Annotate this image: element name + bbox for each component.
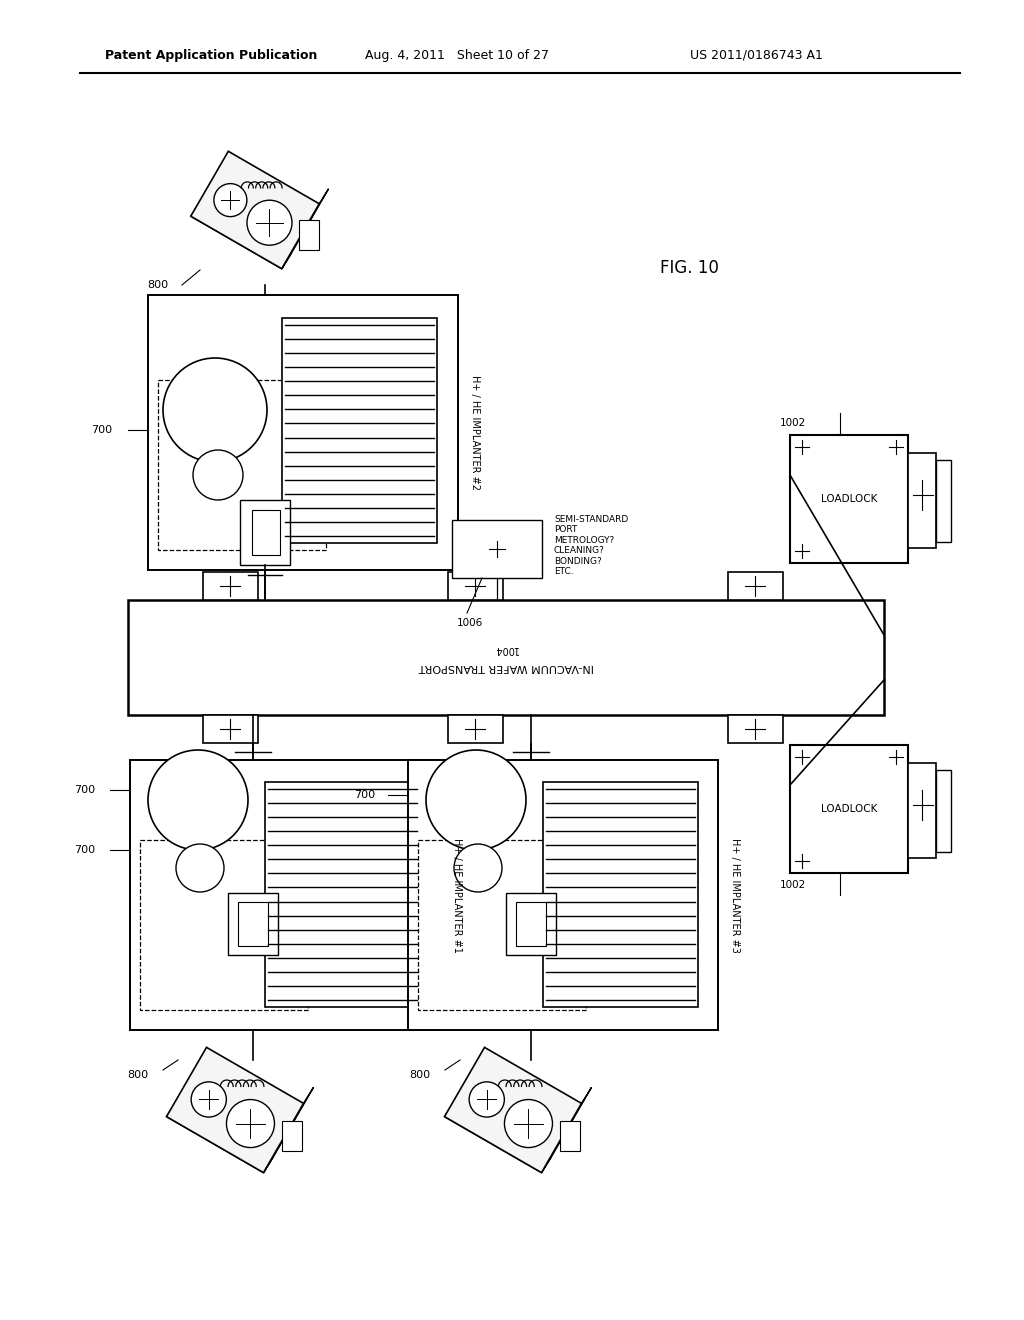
Text: LOADLOCK: LOADLOCK — [821, 804, 878, 814]
Text: 700: 700 — [74, 785, 95, 795]
Text: US 2011/0186743 A1: US 2011/0186743 A1 — [690, 49, 823, 62]
Text: 700: 700 — [74, 845, 95, 855]
Bar — [790, 436, 908, 564]
Bar — [452, 520, 542, 578]
Bar — [228, 894, 278, 954]
Bar — [282, 318, 437, 543]
Bar — [908, 453, 936, 548]
Bar — [128, 601, 884, 715]
Circle shape — [193, 450, 243, 500]
Circle shape — [454, 843, 502, 892]
Circle shape — [163, 358, 267, 462]
Text: 1006: 1006 — [457, 618, 483, 628]
Polygon shape — [444, 1047, 582, 1172]
Bar — [449, 572, 503, 601]
Bar — [140, 840, 308, 1010]
Text: 700: 700 — [91, 425, 112, 436]
Bar — [240, 500, 290, 565]
Circle shape — [191, 1082, 226, 1117]
Text: H+ / HE IMPLANTER #2: H+ / HE IMPLANTER #2 — [470, 375, 480, 490]
Bar — [449, 715, 503, 743]
Polygon shape — [190, 152, 319, 269]
Bar — [418, 840, 586, 1010]
Circle shape — [505, 1100, 553, 1147]
Polygon shape — [190, 201, 291, 269]
Bar — [265, 781, 420, 1007]
Bar — [283, 1121, 302, 1151]
Text: 1002: 1002 — [780, 880, 806, 890]
Text: IN-VACUUM WAFER TRANSPORT: IN-VACUUM WAFER TRANSPORT — [419, 663, 594, 672]
Circle shape — [469, 1082, 505, 1117]
Text: FIG. 10: FIG. 10 — [660, 259, 719, 277]
Circle shape — [226, 1100, 274, 1147]
Text: 1002: 1002 — [780, 418, 806, 428]
Bar — [506, 894, 556, 954]
Bar — [560, 1121, 581, 1151]
Text: H+ / HE IMPLANTER #1: H+ / HE IMPLANTER #1 — [452, 838, 462, 953]
Bar — [790, 744, 908, 873]
Bar — [130, 760, 440, 1030]
Bar — [252, 510, 280, 554]
Text: Aug. 4, 2011   Sheet 10 of 27: Aug. 4, 2011 Sheet 10 of 27 — [365, 49, 549, 62]
Bar — [203, 572, 258, 601]
Text: SEMI-STANDARD
PORT
METROLOGY?
CLEANING?
BONDING?
ETC.: SEMI-STANDARD PORT METROLOGY? CLEANING? … — [554, 515, 629, 576]
Bar — [936, 459, 951, 543]
Polygon shape — [542, 1088, 592, 1172]
Polygon shape — [263, 1088, 313, 1172]
Polygon shape — [167, 1101, 273, 1172]
Text: 1004: 1004 — [494, 644, 518, 655]
Text: H+ / HE IMPLANTER #3: H+ / HE IMPLANTER #3 — [730, 838, 740, 953]
Circle shape — [148, 750, 248, 850]
Circle shape — [426, 750, 526, 850]
Bar — [299, 219, 319, 249]
Bar — [908, 763, 936, 858]
Polygon shape — [282, 189, 329, 269]
Text: 800: 800 — [146, 280, 168, 290]
Circle shape — [214, 183, 247, 216]
Bar — [728, 715, 783, 743]
Bar — [408, 760, 718, 1030]
Bar — [516, 902, 546, 946]
Bar — [543, 781, 698, 1007]
Bar — [728, 572, 783, 601]
Polygon shape — [167, 1047, 303, 1172]
Bar — [158, 380, 326, 550]
Circle shape — [176, 843, 224, 892]
Text: 800: 800 — [409, 1071, 430, 1080]
Text: 800: 800 — [127, 1071, 148, 1080]
Circle shape — [247, 201, 292, 246]
Text: Patent Application Publication: Patent Application Publication — [105, 49, 317, 62]
Bar — [148, 294, 458, 570]
Polygon shape — [444, 1101, 552, 1172]
Text: 700: 700 — [354, 789, 375, 800]
Bar — [203, 715, 258, 743]
Bar — [238, 902, 268, 946]
Text: LOADLOCK: LOADLOCK — [821, 494, 878, 504]
Bar — [936, 770, 951, 851]
